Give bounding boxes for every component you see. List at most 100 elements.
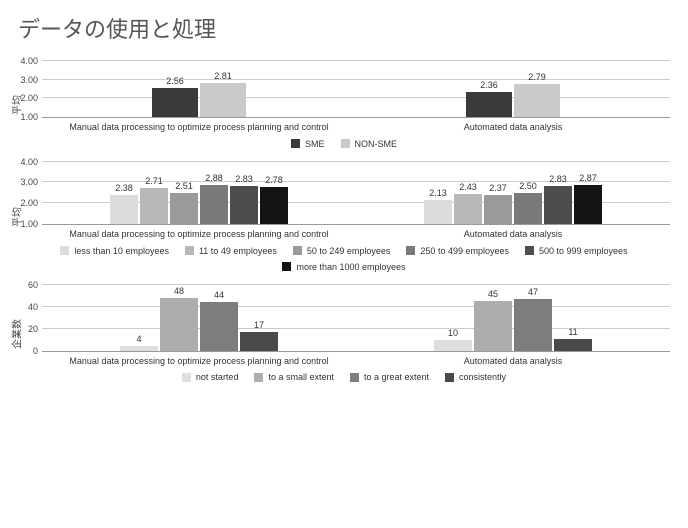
- bar-group: 2.382.712.512.882.832.78: [42, 163, 356, 224]
- plot-area: 1.002.003.004.002.562.812.362.79: [42, 62, 670, 118]
- plot-area: 1.002.003.004.002.382.712.512.882.832.78…: [42, 163, 670, 225]
- page-title: データの使用と処理: [18, 12, 670, 44]
- bar-value-label: 2.56: [166, 76, 184, 88]
- ytick-label: 60: [14, 280, 38, 290]
- ytick-label: 2.00: [14, 198, 38, 208]
- legend-label: NON-SME: [355, 139, 398, 149]
- legend-item: 500 to 999 employees: [525, 246, 628, 256]
- bar: 2.13: [424, 200, 452, 223]
- legend-item: 11 to 49 employees: [185, 246, 277, 256]
- ytick-label: 4.00: [14, 157, 38, 167]
- legend-item: SME: [291, 139, 325, 149]
- bar: 2.83: [230, 186, 258, 224]
- legend-label: to a great extent: [364, 372, 429, 382]
- bar: 10: [434, 340, 472, 351]
- chart1: 平均1.002.003.004.002.562.812.362.79Manual…: [18, 62, 670, 149]
- bar-group: 4484417: [42, 286, 356, 351]
- bar: 2.78: [260, 187, 288, 224]
- bar: 2.36: [466, 92, 512, 117]
- bar: 2.88: [200, 185, 228, 224]
- x-category-label: Automated data analysis: [356, 352, 670, 367]
- bar: 2.43: [454, 194, 482, 224]
- chart2: 平均1.002.003.004.002.382.712.512.882.832.…: [18, 163, 670, 272]
- bar-value-label: 17: [254, 320, 264, 332]
- bar: 2.56: [152, 88, 198, 117]
- bar-value-label: 2.71: [145, 176, 163, 188]
- bar-value-label: 2.50: [519, 181, 537, 193]
- bar-value-label: 2.78: [265, 175, 283, 187]
- bar: 2.38: [110, 195, 138, 224]
- plot-area: 0204060448441710454711: [42, 286, 670, 352]
- legend-label: 11 to 49 employees: [199, 246, 277, 256]
- bar-value-label: 11: [568, 327, 577, 339]
- bar-value-label: 10: [448, 328, 458, 340]
- legend-label: less than 10 employees: [74, 246, 169, 256]
- legend-label: 500 to 999 employees: [539, 246, 628, 256]
- ytick-label: 0: [14, 346, 38, 356]
- legend-swatch: [185, 246, 194, 255]
- bar-value-label: 2.36: [480, 80, 498, 92]
- bar: 2.50: [514, 193, 542, 224]
- legend-swatch: [293, 246, 302, 255]
- ytick-label: 1.00: [14, 112, 38, 122]
- bar-value-label: 45: [488, 289, 498, 301]
- legend: less than 10 employees 11 to 49 employees…: [18, 246, 670, 272]
- bar: 17: [240, 332, 278, 351]
- x-category-label: Manual data processing to optimize proce…: [42, 118, 356, 133]
- bar-value-label: 2.83: [235, 174, 253, 186]
- bar-value-label: 2.79: [528, 72, 546, 84]
- gridline: [42, 60, 670, 61]
- bar-value-label: 48: [174, 286, 184, 298]
- bar-value-label: 44: [214, 290, 224, 302]
- legend-swatch: [341, 139, 350, 148]
- legend-label: not started: [196, 372, 239, 382]
- bar: 11: [554, 339, 592, 351]
- legend-item: to a great extent: [350, 372, 429, 382]
- ytick-label: 3.00: [14, 177, 38, 187]
- legend-item: more than 1000 employees: [282, 262, 405, 272]
- ytick-label: 4.00: [14, 56, 38, 66]
- bar: 47: [514, 299, 552, 351]
- ytick-label: 20: [14, 324, 38, 334]
- legend-swatch: [254, 373, 263, 382]
- bar-group: 10454711: [356, 286, 670, 351]
- legend: not started to a small extent to a great e…: [18, 372, 670, 382]
- bar: 2.71: [140, 188, 168, 223]
- legend-item: NON-SME: [341, 139, 398, 149]
- ytick-label: 40: [14, 302, 38, 312]
- legend-item: less than 10 employees: [60, 246, 169, 256]
- legend: SME NON-SME: [18, 139, 670, 149]
- legend-item: 250 to 499 employees: [406, 246, 509, 256]
- bar-value-label: 2.88: [205, 173, 223, 185]
- legend-swatch: [406, 246, 415, 255]
- legend-swatch: [525, 246, 534, 255]
- gridline: [42, 284, 670, 285]
- bar-value-label: 2.83: [549, 174, 567, 186]
- ytick-label: 3.00: [14, 75, 38, 85]
- legend-swatch: [60, 246, 69, 255]
- bar-value-label: 2.38: [115, 183, 133, 195]
- x-category-label: Manual data processing to optimize proce…: [42, 352, 356, 367]
- bar: 2.87: [574, 185, 602, 224]
- legend-swatch: [182, 373, 191, 382]
- bar: 45: [474, 301, 512, 351]
- bar-group: 2.36 2.79: [356, 62, 670, 117]
- legend-swatch: [350, 373, 359, 382]
- bar-value-label: 2.51: [175, 181, 193, 193]
- legend-label: consistently: [459, 372, 506, 382]
- legend-item: to a small extent: [254, 372, 334, 382]
- bar: 2.83: [544, 186, 572, 224]
- bar: 2.51: [170, 193, 198, 224]
- legend-swatch: [445, 373, 454, 382]
- bar: 44: [200, 302, 238, 350]
- legend-label: to a small extent: [268, 372, 334, 382]
- legend-swatch: [282, 262, 291, 271]
- legend-swatch: [291, 139, 300, 148]
- bar: 4: [120, 346, 158, 350]
- bar: 2.81: [200, 83, 246, 117]
- legend-label: 50 to 249 employees: [307, 246, 391, 256]
- bar-group: 2.132.432.372.502.832.87: [356, 163, 670, 224]
- ytick-label: 1.00: [14, 219, 38, 229]
- legend-label: SME: [305, 139, 325, 149]
- legend-label: 250 to 499 employees: [420, 246, 509, 256]
